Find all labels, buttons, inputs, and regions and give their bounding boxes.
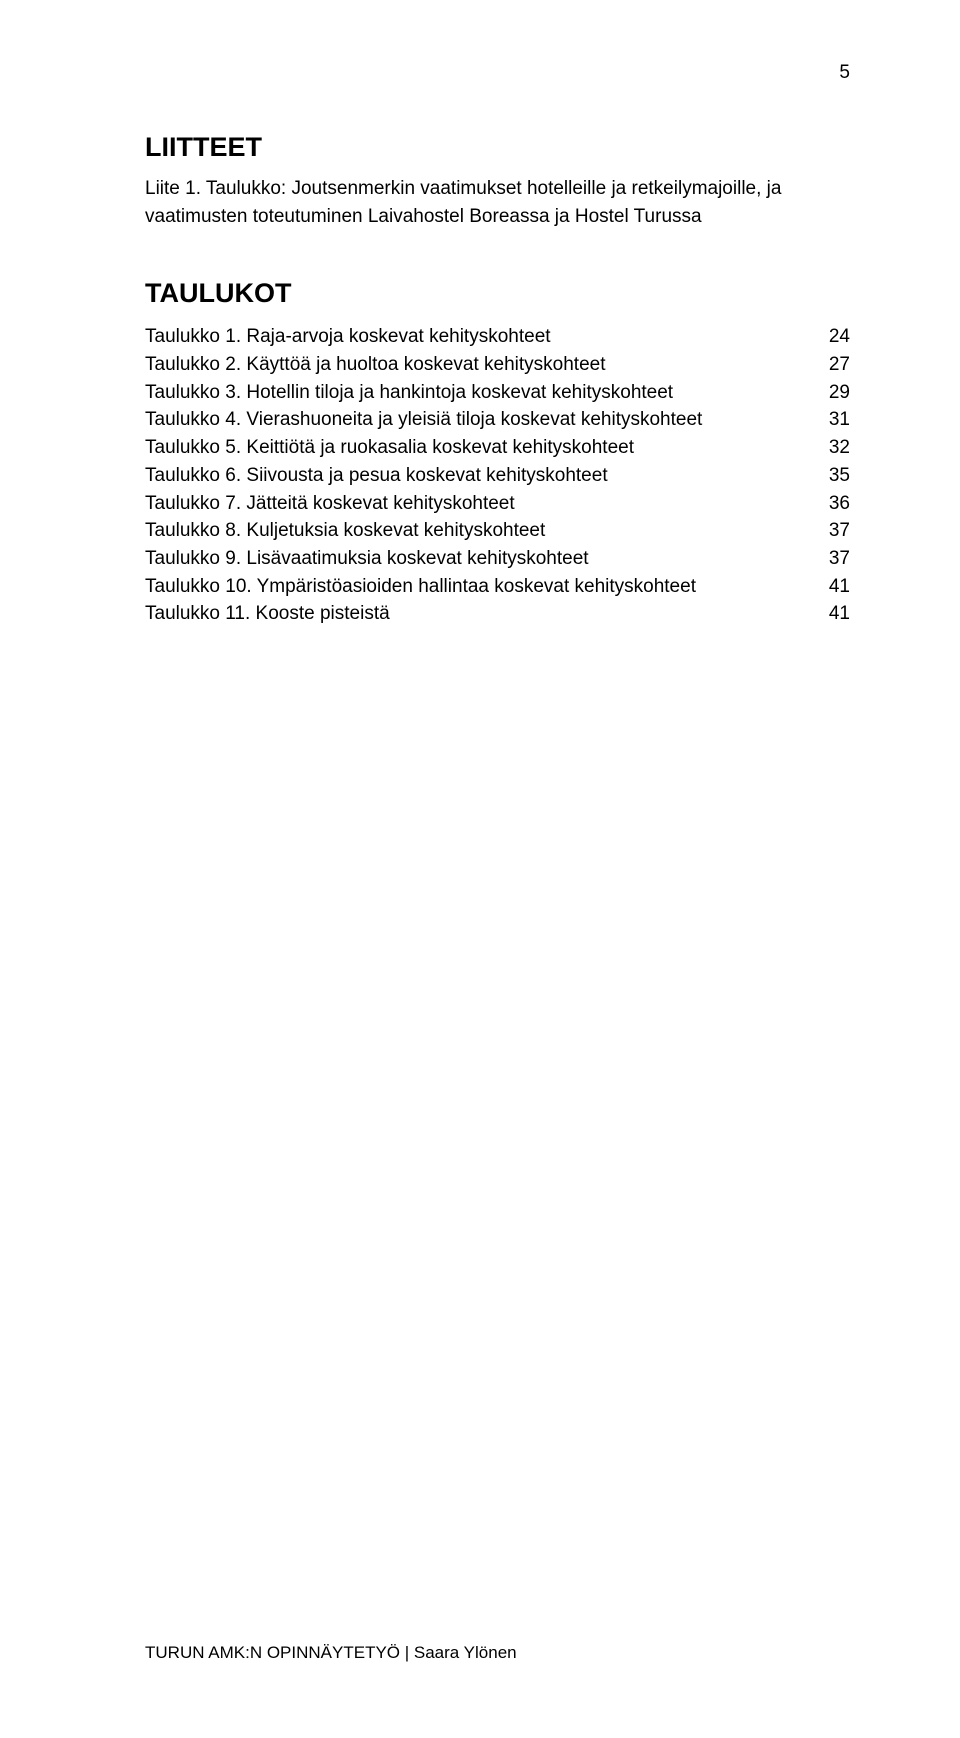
toc-label: Taulukko 9. Lisävaatimuksia koskevat keh… [145, 545, 810, 573]
toc-row: Taulukko 8. Kuljetuksia koskevat kehitys… [145, 517, 850, 545]
toc-label: Taulukko 4. Vierashuoneita ja yleisiä ti… [145, 406, 810, 434]
toc-page: 32 [810, 434, 850, 462]
toc-row: Taulukko 10. Ympäristöasioiden hallintaa… [145, 573, 850, 601]
toc-row: Taulukko 4. Vierashuoneita ja yleisiä ti… [145, 406, 850, 434]
toc-page: 35 [810, 462, 850, 490]
toc-label: Taulukko 5. Keittiötä ja ruokasalia kosk… [145, 434, 810, 462]
taulukot-section: TAULUKOT Taulukko 1. Raja-arvoja koskeva… [145, 278, 850, 628]
toc-row: Taulukko 5. Keittiötä ja ruokasalia kosk… [145, 434, 850, 462]
toc-row: Taulukko 7. Jätteitä koskevat kehityskoh… [145, 490, 850, 518]
toc-page: 29 [810, 379, 850, 407]
liitteet-heading: LIITTEET [145, 132, 850, 163]
toc-row: Taulukko 1. Raja-arvoja koskevat kehitys… [145, 323, 850, 351]
page: 5 LIITTEET Liite 1. Taulukko: Joutsenmer… [0, 0, 960, 1738]
toc-page: 41 [810, 573, 850, 601]
toc-list: Taulukko 1. Raja-arvoja koskevat kehitys… [145, 323, 850, 628]
toc-page: 31 [810, 406, 850, 434]
liite-item: Liite 1. Taulukko: Joutsenmerkin vaatimu… [145, 175, 850, 230]
liitteet-section: LIITTEET Liite 1. Taulukko: Joutsenmerki… [145, 132, 850, 230]
toc-label: Taulukko 3. Hotellin tiloja ja hankintoj… [145, 379, 810, 407]
toc-page: 41 [810, 600, 850, 628]
toc-row: Taulukko 9. Lisävaatimuksia koskevat keh… [145, 545, 850, 573]
toc-page: 37 [810, 545, 850, 573]
footer: TURUN AMK:N OPINNÄYTETYÖ | Saara Ylönen [145, 1643, 517, 1663]
toc-page: 36 [810, 490, 850, 518]
toc-page: 27 [810, 351, 850, 379]
toc-label: Taulukko 7. Jätteitä koskevat kehityskoh… [145, 490, 810, 518]
taulukot-heading: TAULUKOT [145, 278, 850, 309]
toc-label: Taulukko 10. Ympäristöasioiden hallintaa… [145, 573, 810, 601]
page-number: 5 [839, 62, 850, 84]
toc-row: Taulukko 11. Kooste pisteistä41 [145, 600, 850, 628]
toc-label: Taulukko 2. Käyttöä ja huoltoa koskevat … [145, 351, 810, 379]
toc-row: Taulukko 6. Siivousta ja pesua koskevat … [145, 462, 850, 490]
toc-label: Taulukko 11. Kooste pisteistä [145, 600, 810, 628]
toc-label: Taulukko 8. Kuljetuksia koskevat kehitys… [145, 517, 810, 545]
toc-row: Taulukko 2. Käyttöä ja huoltoa koskevat … [145, 351, 850, 379]
toc-page: 37 [810, 517, 850, 545]
toc-label: Taulukko 6. Siivousta ja pesua koskevat … [145, 462, 810, 490]
toc-row: Taulukko 3. Hotellin tiloja ja hankintoj… [145, 379, 850, 407]
toc-page: 24 [810, 323, 850, 351]
toc-label: Taulukko 1. Raja-arvoja koskevat kehitys… [145, 323, 810, 351]
